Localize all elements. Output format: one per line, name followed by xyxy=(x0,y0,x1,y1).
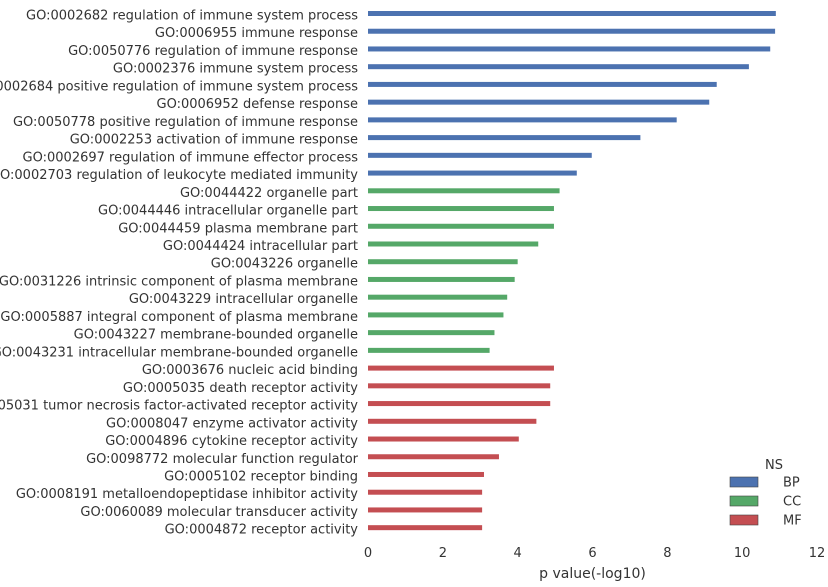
category-label: GO:0002703 regulation of leukocyte media… xyxy=(0,168,358,183)
x-tick-label: 0 xyxy=(364,546,372,561)
legend-label-mf: MF xyxy=(783,514,802,529)
bar-mf xyxy=(368,383,551,389)
bar-mf xyxy=(368,489,483,495)
x-tick-label: 2 xyxy=(439,546,447,561)
category-label: GO:0044446 intracellular organelle part xyxy=(98,204,358,219)
bar-cc xyxy=(368,312,504,318)
legend-swatch-cc xyxy=(729,495,759,507)
category-label: GO:0044422 organelle part xyxy=(180,186,358,201)
category-label: GO:0044424 intracellular part xyxy=(163,239,358,254)
x-axis: 0 2 4 6 8 10 12 xyxy=(364,546,825,561)
category-label: GO:0044459 plasma membrane part xyxy=(118,221,358,236)
category-label: GO:0043227 membrane-bounded organelle xyxy=(74,328,358,343)
category-label: GO:0043229 intracellular organelle xyxy=(129,292,358,307)
x-tick-label: 8 xyxy=(663,546,671,561)
category-label: GO:0050776 regulation of immune response xyxy=(68,44,358,59)
bar-mf xyxy=(368,471,484,477)
bar-bp xyxy=(368,99,710,105)
x-tick-label: 6 xyxy=(588,546,596,561)
bar-mf xyxy=(368,401,551,407)
bar-cc xyxy=(368,223,554,229)
bar-cc xyxy=(368,241,539,247)
bar-bp xyxy=(368,46,771,52)
bar-mf xyxy=(368,418,537,424)
category-label: GO:0002376 immune system process xyxy=(113,62,358,77)
category-label: GO:0006955 immune response xyxy=(155,26,358,41)
category-label: GO:0050778 positive regulation of immune… xyxy=(13,115,358,130)
category-label: GO:0006952 defense response xyxy=(157,97,359,112)
category-label: GO:0043231 intracellular membrane-bounde… xyxy=(0,345,358,360)
x-tick-label: 10 xyxy=(734,546,751,561)
legend-label-bp: BP xyxy=(783,476,800,491)
category-label: GO:0043226 organelle xyxy=(211,257,358,272)
bar-mf xyxy=(368,525,483,531)
category-label: GO:0031226 intrinsic component of plasma… xyxy=(0,274,358,289)
category-label: GO:0004896 cytokine receptor activity xyxy=(105,434,358,449)
bar-mf xyxy=(368,507,483,513)
category-label: GO:0005887 integral component of plasma … xyxy=(0,310,358,325)
bar-bp xyxy=(368,117,677,123)
bar-mf xyxy=(368,454,499,460)
x-axis-label: p value(-log10) xyxy=(539,566,646,582)
category-label: GO:0060089 molecular transducer activity xyxy=(80,505,358,520)
category-label: GO:0002697 regulation of immune effector… xyxy=(23,150,359,165)
category-label: GO:0003676 nucleic acid binding xyxy=(142,363,358,378)
bar-cc xyxy=(368,206,554,212)
bar-cc xyxy=(368,294,508,300)
category-label: GO:0002684 positive regulation of immune… xyxy=(0,79,358,94)
legend-label-cc: CC xyxy=(783,495,801,510)
bar-mf xyxy=(368,365,554,371)
legend-swatch-bp xyxy=(729,476,759,488)
category-label: GO:0008047 enzyme activator activity xyxy=(106,416,358,431)
bar-bp xyxy=(368,64,749,70)
category-label: GO:0005031 tumor necrosis factor-activat… xyxy=(0,399,358,414)
bar-cc xyxy=(368,259,518,265)
category-label: GO:0002682 regulation of immune system p… xyxy=(26,9,358,24)
bars-layer xyxy=(368,11,776,531)
x-tick-label: 12 xyxy=(809,546,826,561)
legend-swatch-mf xyxy=(729,514,759,526)
bar-bp xyxy=(368,170,577,176)
bar-cc xyxy=(368,188,560,194)
bar-cc xyxy=(368,276,515,282)
bar-bp xyxy=(368,152,592,158)
bar-cc xyxy=(368,330,495,336)
category-label: GO:0008191 metalloendopeptidase inhibito… xyxy=(16,487,358,502)
legend-title: NS xyxy=(765,458,783,473)
bar-bp xyxy=(368,28,776,34)
bar-mf xyxy=(368,436,519,442)
category-label: GO:0004872 receptor activity xyxy=(165,523,359,538)
category-label: GO:0002253 activation of immune response xyxy=(70,133,358,148)
bar-bp xyxy=(368,135,641,141)
x-tick-label: 4 xyxy=(514,546,522,561)
category-label: GO:0098772 molecular function regulator xyxy=(86,452,359,467)
category-labels: GO:0002682 regulation of immune system p… xyxy=(0,9,359,538)
bar-bp xyxy=(368,11,776,16)
category-label: GO:0005102 receptor binding xyxy=(164,469,358,484)
bar-bp xyxy=(368,81,717,87)
bar-cc xyxy=(368,347,490,353)
category-label: GO:0005035 death receptor activity xyxy=(123,381,358,396)
